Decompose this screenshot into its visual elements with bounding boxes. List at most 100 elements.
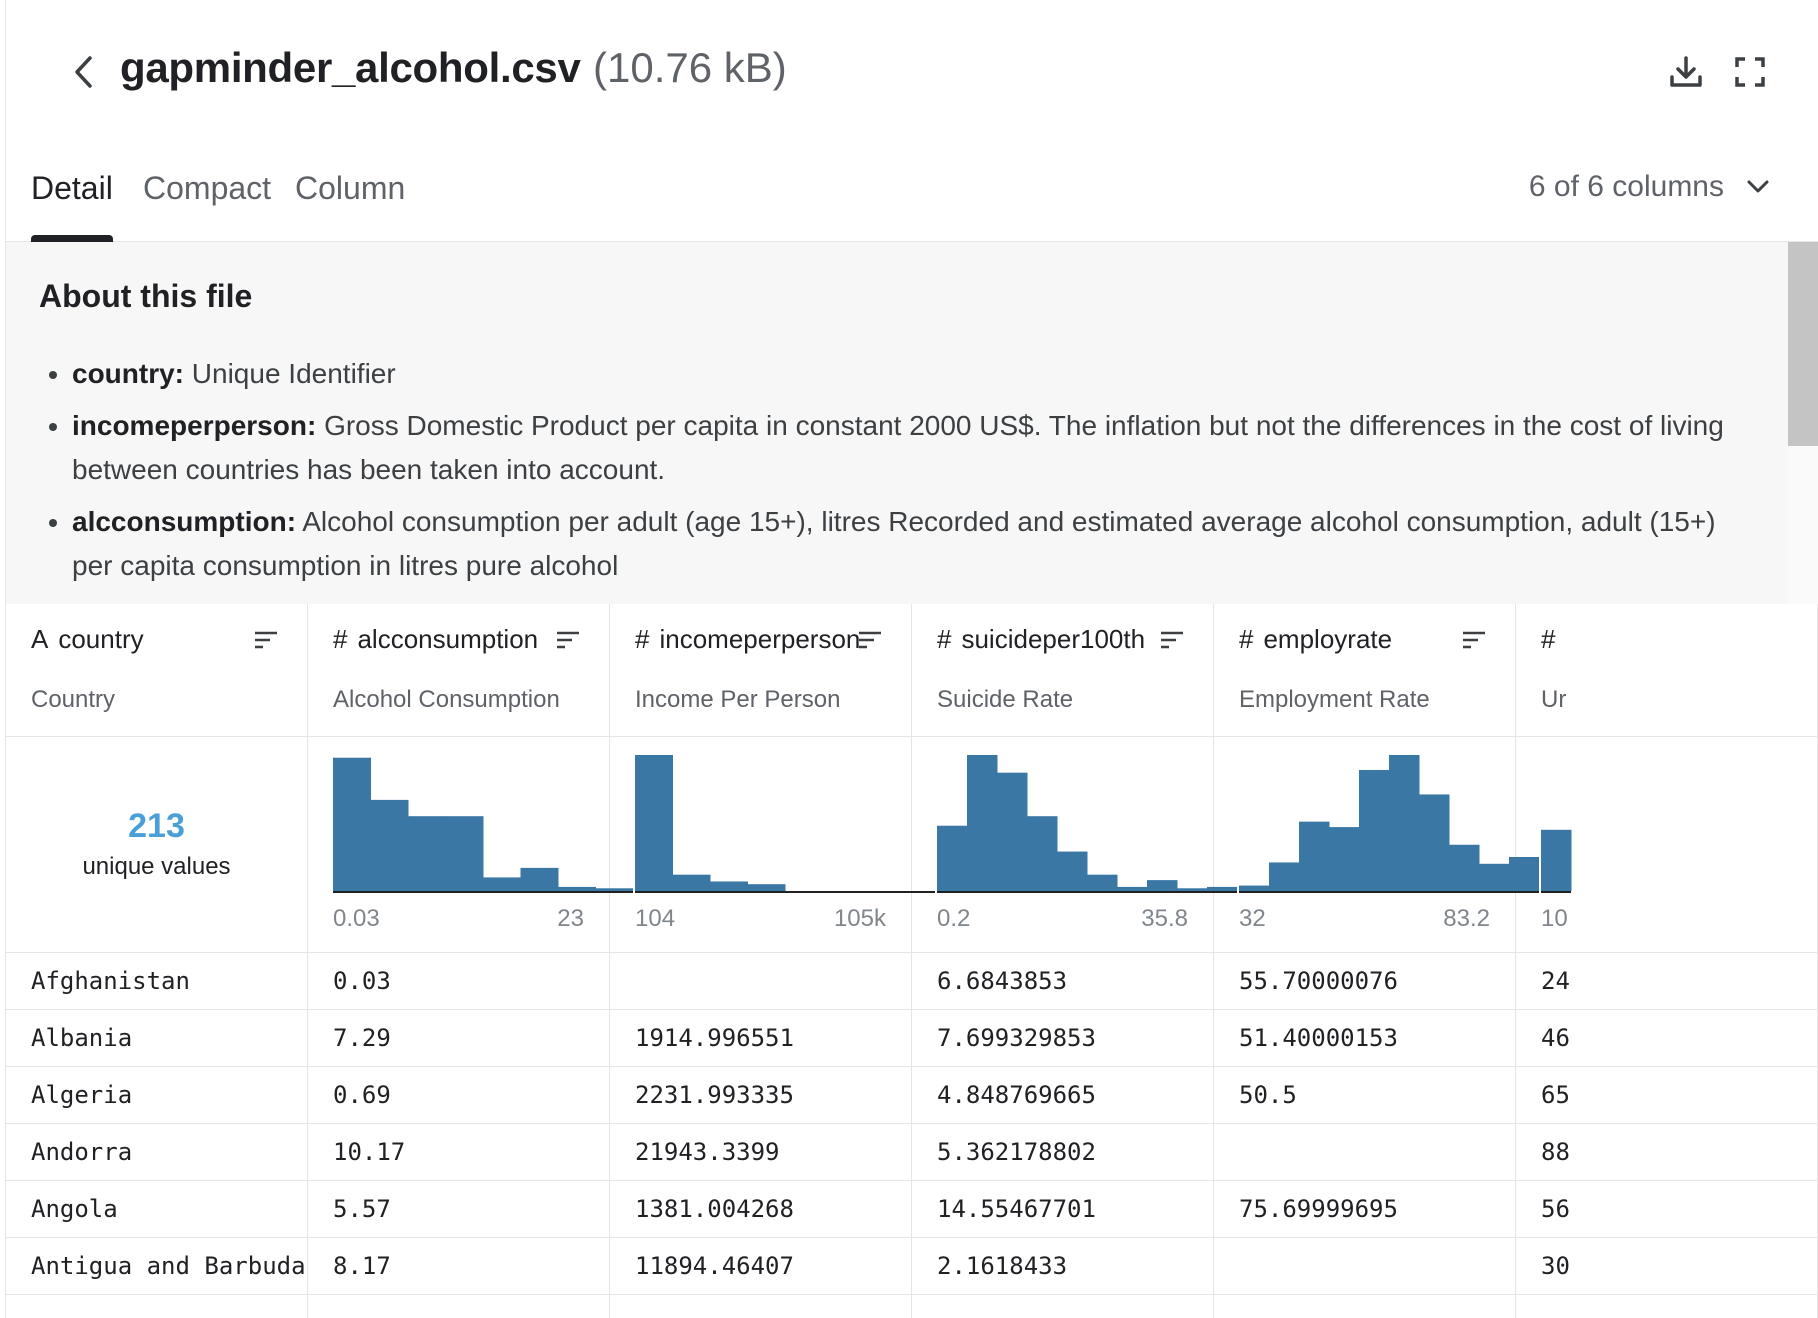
histogram-bar[interactable] — [1359, 769, 1390, 891]
histogram-bar[interactable] — [1299, 821, 1330, 891]
table-cell[interactable]: Albania — [6, 1010, 307, 1067]
table-cell[interactable] — [1214, 1124, 1515, 1181]
table-cell[interactable]: Andorra — [6, 1124, 307, 1181]
table-cell[interactable]: 5.362178802 — [912, 1124, 1213, 1181]
histogram-bar[interactable] — [1239, 885, 1270, 891]
sort-icon[interactable] — [1159, 630, 1185, 655]
histogram-bar[interactable] — [1207, 886, 1237, 891]
histogram-bar[interactable] — [595, 888, 634, 891]
histogram-bar[interactable] — [1147, 880, 1178, 891]
table-cell[interactable]: 88 — [1516, 1124, 1817, 1181]
histogram-bar[interactable] — [408, 816, 446, 891]
column-header[interactable]: # incomeperperson Income Per Person — [610, 604, 911, 737]
table-cell[interactable]: 1381.004268 — [610, 1181, 911, 1238]
column-header[interactable]: # alcconsumption Alcohol Consumption — [308, 604, 609, 737]
column-name-label: country — [58, 624, 144, 654]
table-cell[interactable]: 14.55467701 — [912, 1181, 1213, 1238]
column-description: Employment Rate — [1239, 686, 1430, 713]
table-cell[interactable]: 1914.996551 — [610, 1010, 911, 1067]
histogram-bar[interactable] — [483, 877, 521, 891]
histogram-bar[interactable] — [635, 755, 673, 891]
histogram-bar[interactable] — [1087, 874, 1118, 891]
histogram-bar[interactable] — [558, 886, 596, 891]
histogram-bar[interactable] — [1541, 829, 1572, 891]
table-cell[interactable]: Antigua and Barbuda — [6, 1238, 307, 1295]
histogram-bar[interactable] — [1449, 844, 1480, 891]
tab-compact[interactable]: Compact — [143, 170, 272, 206]
histogram-bar[interactable] — [1269, 862, 1300, 891]
sort-icon[interactable] — [253, 630, 279, 655]
column-header[interactable]: # employrate Employment Rate — [1214, 604, 1515, 737]
histogram-bar[interactable] — [1419, 794, 1450, 891]
histogram-bar[interactable] — [1389, 755, 1420, 891]
scrollbar-thumb[interactable] — [1788, 242, 1818, 446]
table-cell[interactable]: Algeria — [6, 1067, 307, 1124]
table-cell[interactable]: 21943.3399 — [610, 1124, 911, 1181]
back-button[interactable] — [62, 48, 106, 96]
table-cell[interactable]: 65 — [1516, 1067, 1817, 1124]
histogram-bar[interactable] — [520, 867, 559, 891]
about-scrollbar[interactable] — [1788, 242, 1818, 604]
histogram[interactable] — [635, 755, 935, 893]
table-cell[interactable] — [1214, 1238, 1515, 1295]
table-cell[interactable]: 10.17 — [308, 1124, 609, 1181]
table-cell[interactable]: 4.848769665 — [912, 1067, 1213, 1124]
sort-icon[interactable] — [555, 630, 581, 655]
table-cell[interactable]: 2231.993335 — [610, 1067, 911, 1124]
column-name: # incomeperperson — [635, 624, 860, 655]
table-cell[interactable]: 0.03 — [308, 953, 609, 1010]
histogram[interactable] — [1541, 755, 1818, 893]
table-cell[interactable]: 7.699329853 — [912, 1010, 1213, 1067]
column-selector[interactable]: 6 of 6 columns — [1529, 170, 1770, 204]
histogram-bar[interactable] — [672, 874, 711, 891]
histogram-bar[interactable] — [937, 825, 968, 891]
sort-icon[interactable] — [857, 630, 883, 655]
histogram-bar[interactable] — [1329, 827, 1360, 891]
histogram[interactable] — [937, 755, 1237, 893]
table-cell[interactable]: 50.5 — [1214, 1067, 1515, 1124]
table-cell[interactable]: 51.40000153 — [1214, 1010, 1515, 1067]
histogram-bar[interactable] — [1027, 816, 1058, 891]
histogram-bar[interactable] — [370, 799, 409, 891]
table-cell[interactable]: 55.70000076 — [1214, 953, 1515, 1010]
table-cell[interactable]: 24 — [1516, 953, 1817, 1010]
table-cell[interactable]: 75.69999695 — [1214, 1181, 1515, 1238]
histogram-bar[interactable] — [1177, 888, 1208, 891]
table-cell[interactable]: Afghanistan — [6, 953, 307, 1010]
fullscreen-button[interactable] — [1726, 48, 1774, 96]
histogram-bar[interactable] — [747, 884, 786, 891]
download-button[interactable] — [1662, 48, 1710, 96]
table-cell[interactable]: 7.29 — [308, 1010, 609, 1067]
column-header[interactable]: # Ur — [1516, 604, 1817, 737]
histogram[interactable] — [333, 755, 633, 893]
table-cell[interactable]: 2.1618433 — [912, 1238, 1213, 1295]
table-cell[interactable]: Angola — [6, 1181, 307, 1238]
histogram-bar[interactable] — [1509, 857, 1539, 891]
table-cell[interactable]: 5.57 — [308, 1181, 609, 1238]
table-cell[interactable]: 0.69 — [308, 1067, 609, 1124]
column-header[interactable]: # suicideper100th Suicide Rate — [912, 604, 1213, 737]
table-cell[interactable]: 8.17 — [308, 1238, 609, 1295]
histogram-bar[interactable] — [1479, 863, 1510, 891]
table-cell[interactable]: 6.6843853 — [912, 953, 1213, 1010]
histogram-bar[interactable] — [333, 757, 371, 891]
table-cell[interactable] — [610, 953, 911, 1010]
sort-icon[interactable] — [1461, 630, 1487, 655]
tab-column[interactable]: Column — [295, 170, 406, 206]
file-viewer: gapminder_alcohol.csv (10.76 kB) Detail … — [5, 0, 1818, 1318]
about-list: country: Unique Identifier incomeperpers… — [72, 352, 1762, 596]
table-cell[interactable]: 46 — [1516, 1010, 1817, 1067]
histogram-bar[interactable] — [1057, 851, 1088, 891]
table-cell[interactable]: 11894.46407 — [610, 1238, 911, 1295]
histogram-bar[interactable] — [445, 816, 484, 891]
tab-detail[interactable]: Detail — [31, 170, 113, 206]
table-cell[interactable]: 56 — [1516, 1181, 1817, 1238]
table-cell[interactable]: 30 — [1516, 1238, 1817, 1295]
histogram[interactable] — [1239, 755, 1539, 893]
histogram-bar[interactable] — [1117, 886, 1148, 891]
histogram-bar[interactable] — [967, 755, 998, 891]
histogram-bar[interactable] — [997, 772, 1028, 891]
active-tab-indicator — [31, 235, 113, 242]
histogram-bar[interactable] — [710, 881, 748, 891]
